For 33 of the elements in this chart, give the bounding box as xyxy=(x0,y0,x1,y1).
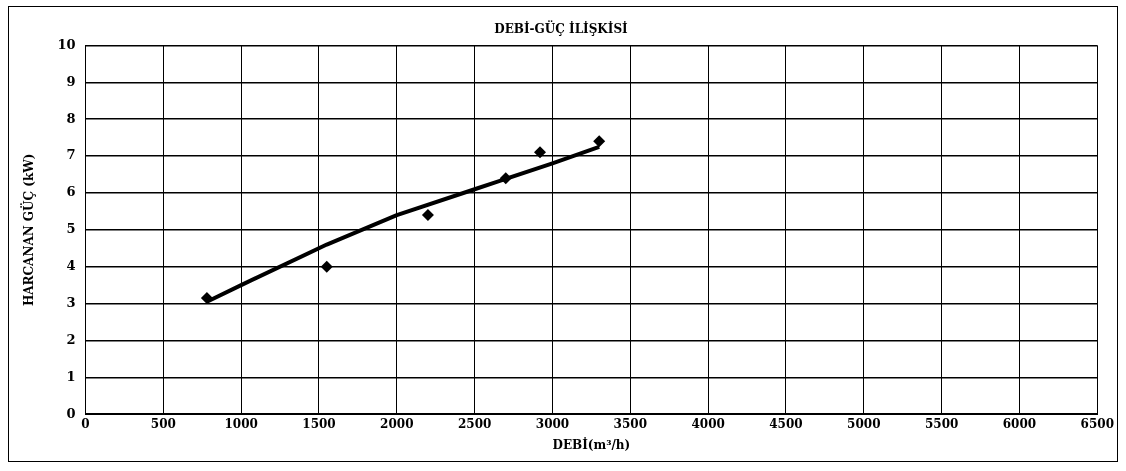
point xyxy=(421,209,434,222)
chart-title: DEBİ-GÜÇ İLİŞKİSİ xyxy=(494,20,629,37)
y-tick-label: 9 xyxy=(66,73,76,89)
y-tick-label: 1 xyxy=(66,368,76,384)
x-tick-label: 2000 xyxy=(380,416,414,431)
y-tick-label: 3 xyxy=(66,294,76,310)
y-tick-label: 2 xyxy=(66,331,76,347)
point xyxy=(534,146,547,159)
x-tick-label: 4000 xyxy=(691,416,725,431)
point xyxy=(320,260,333,273)
x-tick-label: 500 xyxy=(150,416,176,431)
x-tick-label: 6000 xyxy=(1002,416,1037,431)
y-tick-label: 7 xyxy=(66,147,76,163)
y-tick-label: 8 xyxy=(66,110,76,126)
x-axis-title: DEBİ(m³/h) xyxy=(552,436,631,452)
x-tick-label: 6500 xyxy=(1080,416,1114,431)
x-tick-label: 5000 xyxy=(847,416,881,431)
y-tick-label: 4 xyxy=(66,258,76,274)
x-tick-label: 4500 xyxy=(769,416,803,431)
x-tick-label: 2500 xyxy=(457,416,492,431)
point xyxy=(593,135,606,148)
y-tick-label: 10 xyxy=(57,36,76,52)
y-axis-title: HARCANAN GÜÇ (kW) xyxy=(20,153,37,307)
point xyxy=(499,172,512,185)
x-tick-label: 0 xyxy=(81,416,90,431)
y-tick-label: 0 xyxy=(66,405,76,421)
x-tick-label: 3500 xyxy=(613,416,648,431)
x-tick-label: 1000 xyxy=(224,416,258,431)
x-tick-label: 5500 xyxy=(924,416,959,431)
y-tick-label: 6 xyxy=(66,184,76,200)
x-tick-label: 1500 xyxy=(302,416,336,431)
y-tick-label: 5 xyxy=(66,221,76,237)
x-tick-label: 3000 xyxy=(535,416,570,431)
